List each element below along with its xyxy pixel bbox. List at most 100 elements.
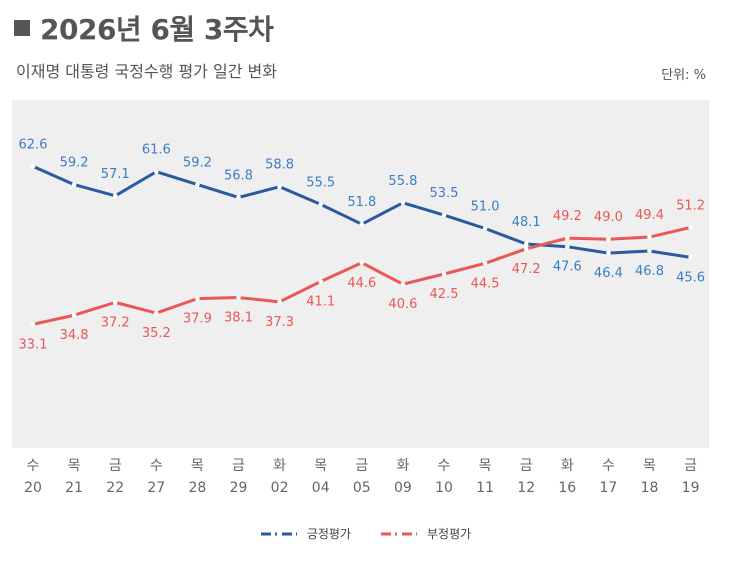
x-tick-date: 21 (65, 480, 83, 496)
data-label-positive: 55.5 (306, 175, 335, 190)
x-tick-date: 27 (147, 480, 165, 496)
data-label-negative: 37.2 (101, 315, 130, 330)
x-tick-day: 금 (109, 458, 122, 474)
data-point-negative (112, 300, 118, 305)
x-tick-date: 11 (476, 480, 494, 496)
data-label-positive: 51.0 (471, 199, 500, 214)
data-point-negative (318, 279, 324, 284)
data-label-positive: 62.6 (19, 137, 48, 152)
x-tick-day: 금 (232, 458, 245, 474)
title-row: 2026년 6월 3주차 (14, 10, 274, 46)
legend: 긍정평가 부정평가 (0, 525, 730, 542)
x-tick-day: 금 (355, 458, 368, 474)
data-label-positive: 56.8 (224, 168, 253, 183)
data-point-negative (606, 236, 611, 242)
x-tick-day: 수 (27, 458, 40, 474)
x-tick-date: 19 (682, 480, 700, 496)
plot-background (12, 100, 709, 448)
data-label-negative: 40.6 (388, 297, 417, 312)
data-point-positive (400, 200, 406, 206)
data-label-positive: 46.8 (635, 264, 664, 279)
x-tick-date: 09 (394, 480, 412, 496)
data-label-negative: 47.2 (512, 262, 541, 277)
x-tick-day: 목 (314, 458, 327, 474)
x-tick-day: 목 (191, 458, 204, 474)
x-tick-day: 수 (150, 458, 163, 474)
data-point-positive (318, 202, 324, 207)
data-label-positive: 47.6 (553, 260, 582, 275)
data-label-negative: 51.2 (676, 198, 705, 213)
data-label-positive: 46.4 (594, 266, 623, 281)
x-tick-date: 04 (312, 480, 330, 496)
legend-swatch-positive (260, 531, 297, 536)
data-point-positive (236, 195, 241, 200)
x-tick-date: 17 (599, 480, 617, 496)
legend-label-positive: 긍정평가 (306, 527, 351, 541)
data-point-negative (647, 234, 652, 240)
data-label-negative: 44.6 (347, 276, 376, 291)
x-tick-date: 29 (230, 480, 248, 496)
data-point-positive (688, 255, 693, 260)
x-tick-day: 수 (602, 458, 615, 474)
data-point-positive (565, 244, 570, 249)
x-tick-date: 05 (353, 480, 371, 496)
x-tick-date: 12 (517, 480, 535, 496)
data-label-negative: 37.9 (183, 312, 212, 327)
data-label-positive: 58.8 (265, 158, 294, 173)
x-tick-day: 금 (520, 458, 533, 474)
data-point-positive (359, 221, 365, 227)
data-point-negative (195, 296, 200, 301)
data-point-positive (195, 182, 200, 187)
data-point-negative (359, 260, 365, 266)
x-tick-day: 화 (561, 458, 574, 474)
x-tick-day: 화 (396, 458, 409, 474)
data-label-positive: 59.2 (183, 156, 212, 171)
x-tick-date: 02 (271, 480, 289, 496)
x-tick-day: 금 (684, 458, 697, 474)
legend-label-negative: 부정평가 (427, 527, 472, 541)
x-tick-date: 10 (435, 480, 453, 496)
data-label-positive: 53.5 (430, 186, 459, 201)
data-point-positive (71, 182, 77, 187)
x-tick-day: 수 (438, 458, 451, 474)
legend-swatch-negative (381, 531, 417, 536)
x-tick-date: 22 (106, 480, 124, 496)
unit-label: 단위: % (661, 68, 706, 83)
data-label-negative: 35.2 (142, 326, 171, 341)
data-point-positive (441, 212, 447, 218)
data-label-negative: 41.1 (306, 294, 335, 309)
data-label-positive: 45.6 (676, 270, 705, 285)
data-label-negative: 34.8 (60, 328, 89, 343)
data-point-positive (606, 250, 611, 256)
x-tick-day: 화 (273, 458, 286, 474)
data-point-positive (523, 241, 529, 247)
data-point-negative (71, 312, 77, 318)
x-tick-date: 20 (24, 480, 42, 496)
legend-item-positive: 긍정평가 (259, 525, 351, 542)
x-tick-date: 28 (188, 480, 206, 496)
data-point-negative (688, 225, 693, 230)
data-label-negative: 49.0 (594, 210, 623, 225)
data-point-negative (565, 235, 570, 241)
data-point-positive (30, 164, 36, 169)
data-label-positive: 55.8 (388, 174, 417, 189)
data-label-negative: 49.2 (553, 209, 582, 224)
data-point-negative (236, 295, 241, 300)
data-label-positive: 57.1 (101, 167, 130, 182)
x-tick-day: 목 (479, 458, 492, 474)
data-point-negative (277, 299, 282, 305)
data-point-positive (647, 248, 652, 254)
data-label-negative: 38.1 (224, 311, 253, 326)
data-label-positive: 48.1 (512, 215, 541, 230)
data-label-negative: 42.5 (430, 287, 459, 302)
data-point-negative (154, 310, 159, 316)
data-point-negative (400, 281, 406, 287)
data-point-positive (277, 184, 282, 190)
data-point-negative (30, 322, 36, 327)
data-label-negative: 44.5 (471, 276, 500, 291)
data-point-negative (523, 246, 529, 252)
data-point-positive (112, 193, 118, 199)
legend-item-negative: 부정평가 (379, 525, 471, 542)
data-label-negative: 49.4 (635, 208, 664, 223)
